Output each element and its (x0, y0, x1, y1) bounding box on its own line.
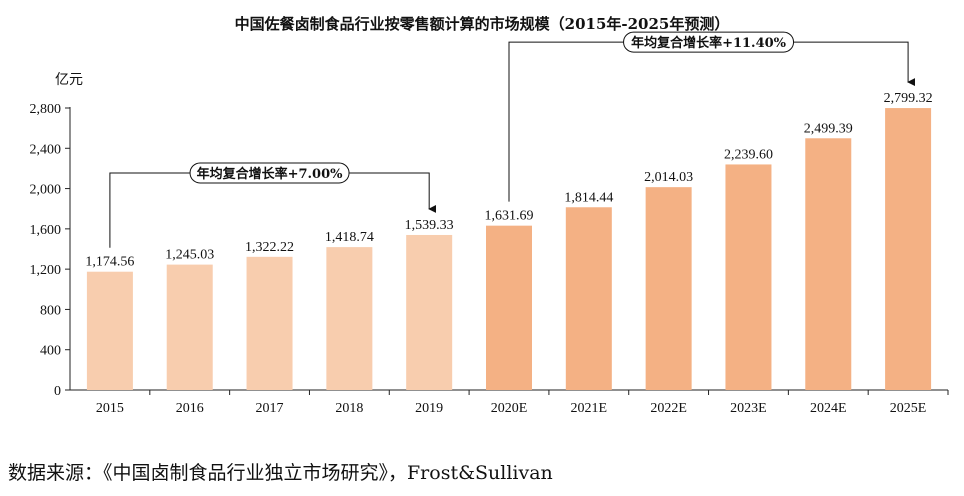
cagr-label-box (623, 31, 795, 53)
source-note: 数据来源：《中国卤制食品行业独立市场研究》，Frost&Sullivan (8, 462, 553, 484)
x-tick-label: 2015 (96, 401, 124, 416)
value-label: 2,239.60 (724, 147, 773, 162)
value-label: 2,499.39 (804, 121, 853, 136)
x-tick-label: 2023E (730, 401, 767, 416)
y-tick-label: 800 (40, 303, 61, 318)
cagr-annotations: 年均复合增长率+7.00% 年均复合增长率+11.40% (109, 31, 916, 248)
value-label: 1,539.33 (405, 218, 454, 233)
x-tick-label: 2021E (571, 401, 608, 416)
bar-2020E (486, 225, 532, 390)
y-axis: 0 400 800 1,200 1,600 2,000 2,400 2,800 (30, 102, 70, 399)
bars (86, 108, 932, 391)
bar-2018 (326, 247, 373, 390)
bar-2024E (805, 138, 852, 390)
y-tick-label: 1,200 (30, 263, 62, 278)
y-tick-label: 2,800 (30, 102, 62, 117)
bar-2023E (725, 164, 772, 390)
x-tick-label: 2024E (810, 401, 847, 416)
y-tick-label: 0 (54, 384, 61, 399)
x-tick-label: 2022E (650, 401, 687, 416)
y-tick-label: 2,000 (30, 183, 62, 198)
value-label: 1,814.44 (564, 190, 613, 205)
bar-2016 (166, 264, 213, 390)
y-tick-label: 400 (40, 344, 61, 359)
y-axis-unit-label: 亿元 (55, 72, 83, 88)
x-tick-label: 2019 (415, 401, 443, 416)
cagr-label: 年均复合增长率+11.40% (631, 35, 787, 51)
value-label: 1,418.74 (325, 230, 374, 245)
x-axis-categories: 2015 2016 2017 2018 2019 2020E 2021E 2022E 2023E… (96, 390, 949, 416)
value-label: 1,245.03 (165, 248, 214, 263)
value-label: 2,014.03 (644, 170, 693, 185)
cagr-label: 年均复合增长率+7.00% (197, 166, 344, 182)
x-tick-label: 2020E (491, 401, 528, 416)
cagr-bracket (109, 172, 437, 248)
bar-chart: 中国佐餐卤制食品行业按零售额计算的市场规模（2015年-2025年预测） 亿元 … (30, 15, 949, 416)
bar-2022E (645, 187, 692, 390)
value-label: 1,174.56 (85, 255, 134, 270)
x-tick-label: 2018 (335, 401, 363, 416)
y-tick-label: 2,400 (30, 142, 62, 157)
bar-2015 (86, 271, 133, 390)
value-label: 2,799.32 (884, 91, 933, 106)
x-tick-label: 2025E (890, 401, 927, 416)
x-tick-label: 2017 (256, 401, 284, 416)
bar-2021E (565, 207, 612, 390)
cagr-label-box (189, 162, 350, 184)
bar-2025E (885, 108, 932, 391)
value-labels: 1,174.56 1,245.03 1,322.22 1,418.74 1,539.33… (85, 91, 932, 270)
chart-title: 中国佐餐卤制食品行业按零售额计算的市场规模（2015年-2025年预测） (235, 15, 730, 33)
y-tick-label: 1,600 (30, 223, 62, 238)
value-label: 1,631.69 (485, 209, 534, 224)
value-label: 1,322.22 (245, 240, 294, 255)
bar-2017 (246, 256, 293, 390)
bar-2019 (406, 234, 453, 390)
x-tick-label: 2016 (176, 401, 204, 416)
